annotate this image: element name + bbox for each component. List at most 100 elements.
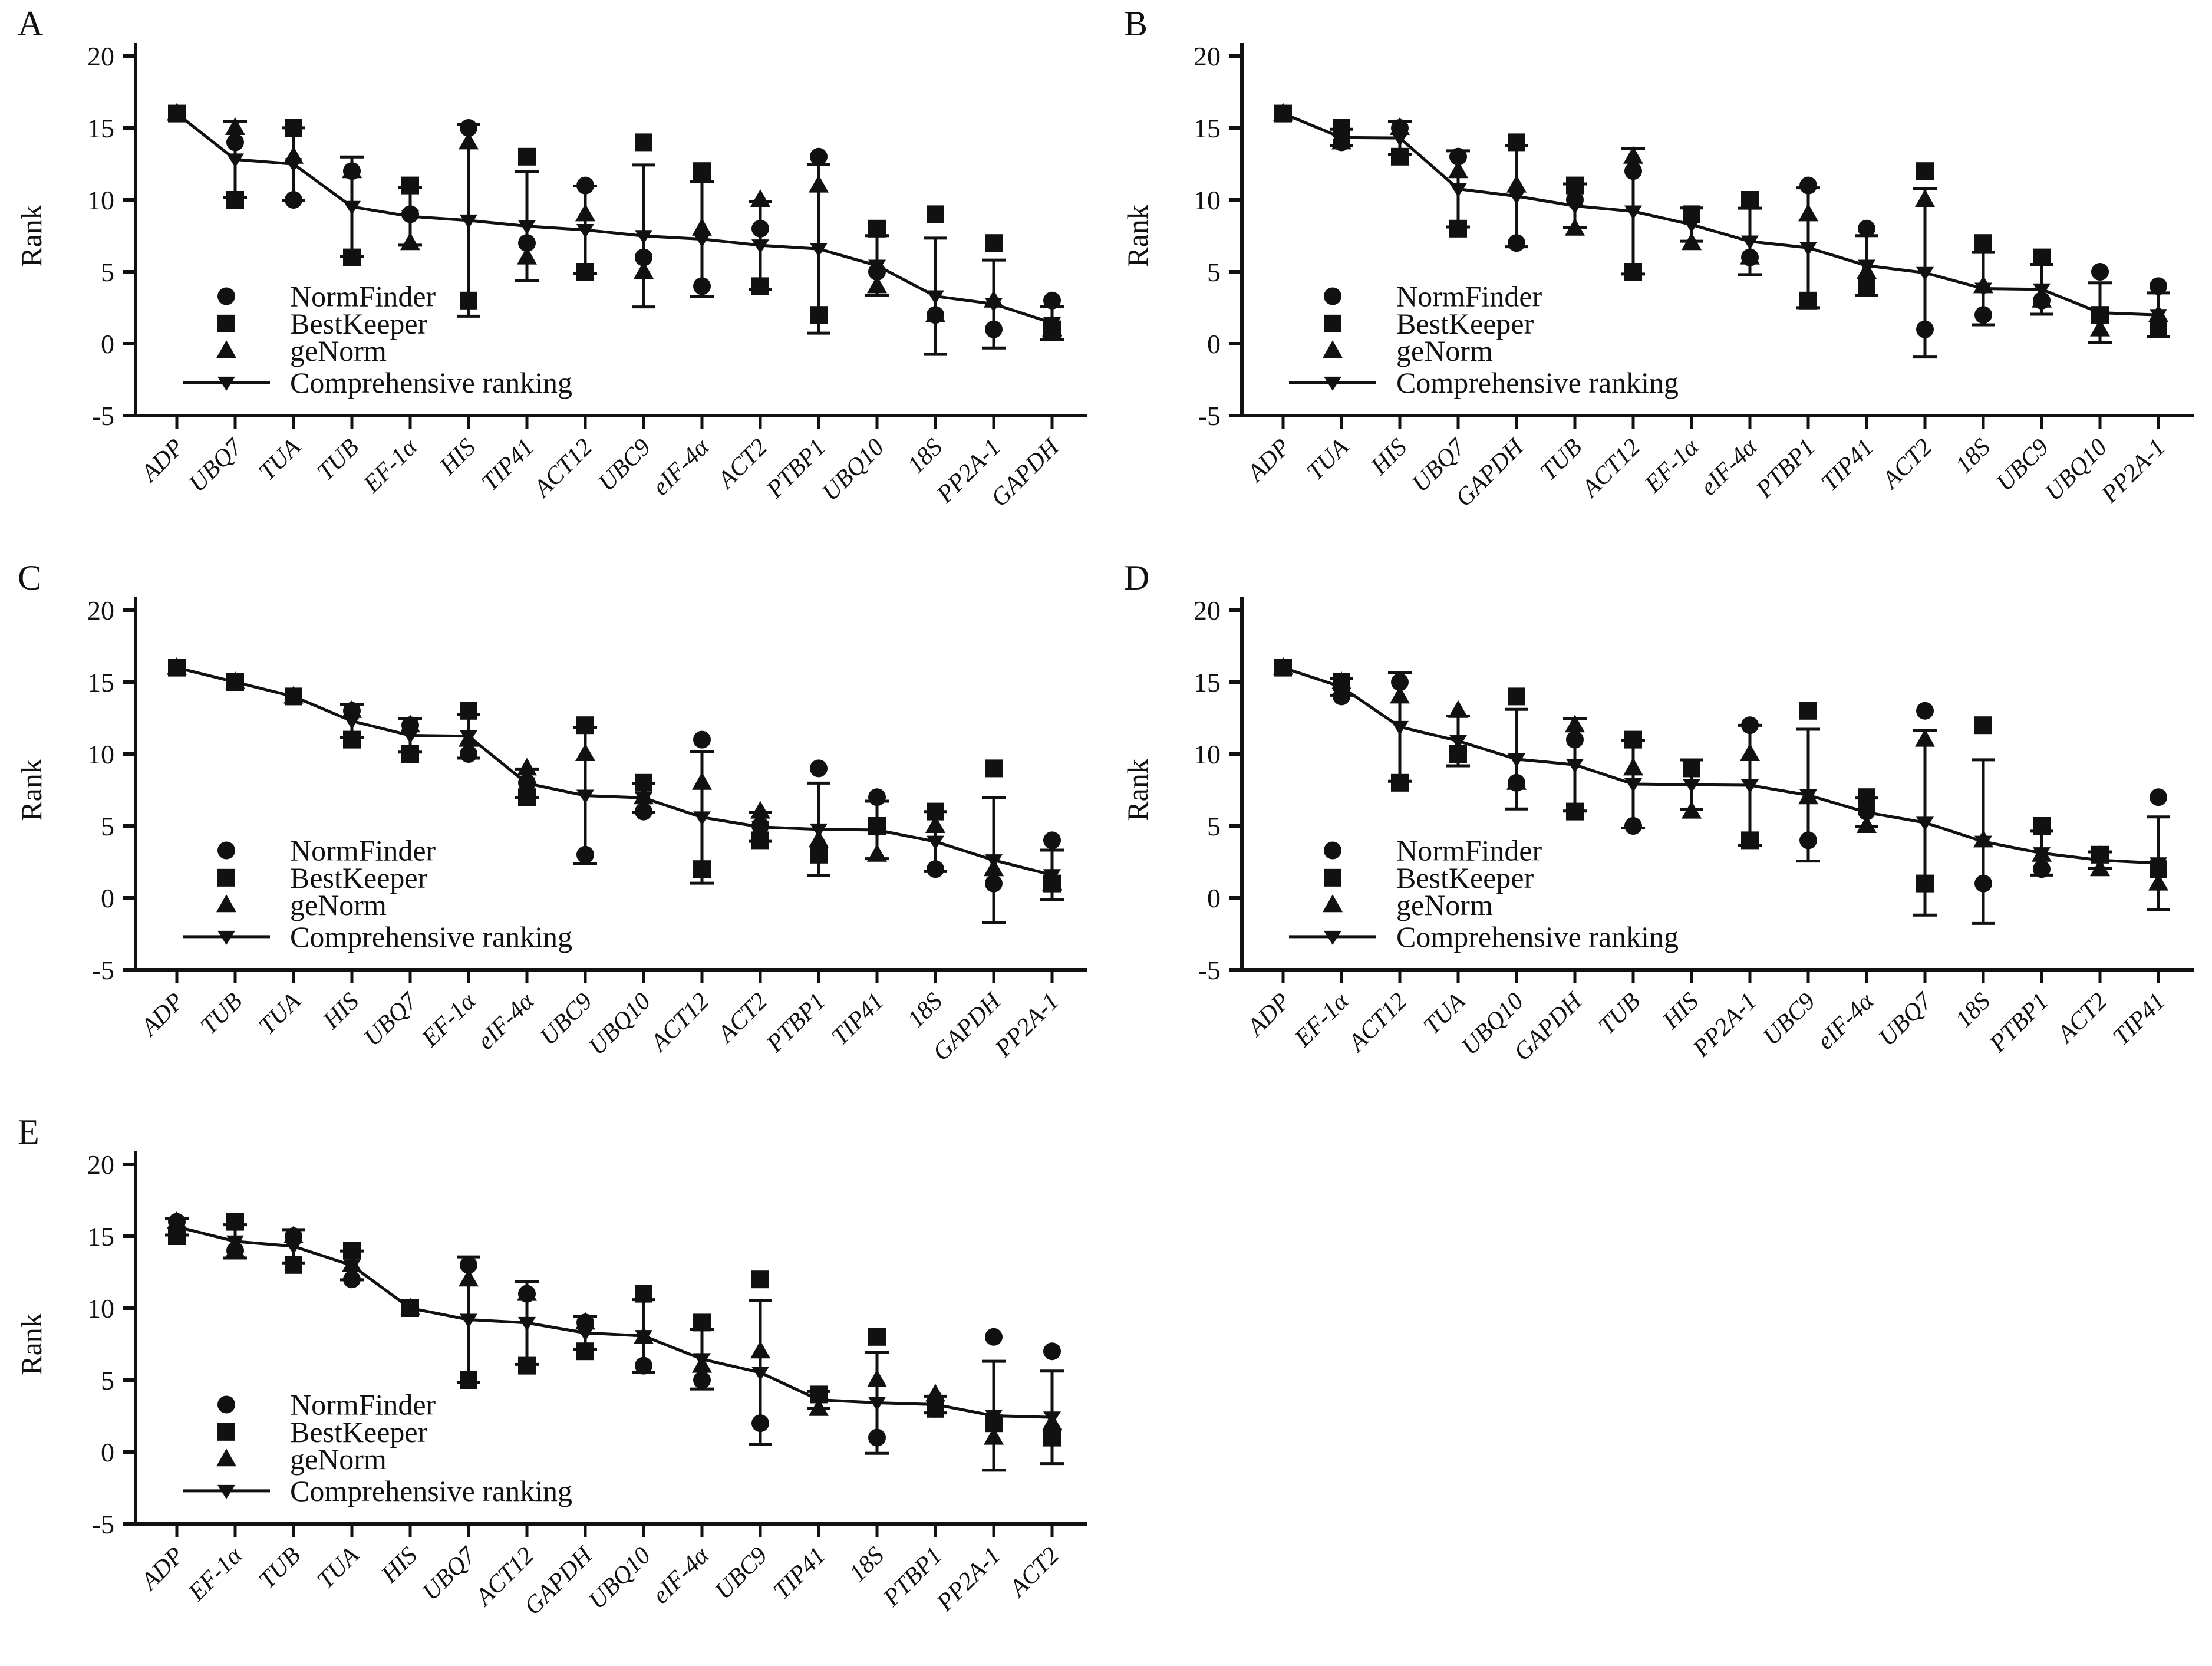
svg-text:PTBP1: PTBP1 bbox=[1984, 988, 2054, 1058]
svg-text:NormFinder: NormFinder bbox=[290, 279, 436, 312]
svg-text:PP2A-1: PP2A-1 bbox=[931, 1542, 1006, 1617]
svg-text:0: 0 bbox=[101, 883, 114, 913]
svg-text:TUA: TUA bbox=[253, 987, 306, 1040]
svg-text:20: 20 bbox=[1194, 41, 1221, 71]
svg-text:ACT2: ACT2 bbox=[1876, 434, 1937, 495]
svg-text:18S: 18S bbox=[902, 988, 948, 1033]
svg-text:10: 10 bbox=[87, 185, 114, 215]
panel-e-label: E bbox=[18, 1112, 39, 1151]
svg-text:Rank: Rank bbox=[1121, 759, 1154, 821]
svg-text:20: 20 bbox=[87, 595, 114, 625]
svg-text:EF-1α: EF-1α bbox=[1289, 987, 1354, 1053]
svg-text:UBQ10: UBQ10 bbox=[817, 434, 889, 506]
svg-text:UBC9: UBC9 bbox=[1758, 988, 1821, 1051]
panel-c-chart: 20 15 10 5 0 -5 Rank ADP TUB TUA HISUBQ7EF-1αeIF-4… bbox=[15, 595, 1087, 1066]
panel-a: A 20 15 10 5 0 -5 Rank ADP UBQ7 TUA TUB EF-1α HIS TIP… bbox=[0, 0, 1106, 554]
svg-text:ADP: ADP bbox=[135, 988, 189, 1042]
svg-text:NormFinder: NormFinder bbox=[290, 1388, 436, 1421]
svg-text:0: 0 bbox=[101, 1437, 114, 1467]
svg-text:BestKeeper: BestKeeper bbox=[290, 1415, 428, 1448]
svg-text:HIS: HIS bbox=[1366, 434, 1412, 480]
svg-text:PP2A-1: PP2A-1 bbox=[2096, 434, 2171, 509]
svg-text:TUB: TUB bbox=[312, 434, 364, 486]
svg-text:-5: -5 bbox=[92, 1509, 114, 1539]
svg-text:UBQ10: UBQ10 bbox=[2040, 434, 2112, 506]
svg-text:PP2A-1: PP2A-1 bbox=[990, 988, 1064, 1063]
svg-text:PTBP1: PTBP1 bbox=[761, 434, 831, 504]
svg-text:PTBP1: PTBP1 bbox=[761, 988, 831, 1058]
svg-text:TIP41: TIP41 bbox=[2108, 988, 2171, 1051]
svg-text:UBQ7: UBQ7 bbox=[417, 1541, 482, 1606]
svg-text:TUA: TUA bbox=[1418, 987, 1471, 1040]
svg-text:10: 10 bbox=[1194, 739, 1221, 769]
svg-text:BestKeeper: BestKeeper bbox=[1396, 307, 1534, 340]
svg-text:TUA: TUA bbox=[1301, 433, 1354, 486]
svg-text:10: 10 bbox=[87, 739, 114, 769]
svg-text:Comprehensive ranking: Comprehensive ranking bbox=[290, 366, 572, 399]
svg-text:-5: -5 bbox=[92, 401, 114, 431]
svg-text:eIF-4α: eIF-4α bbox=[472, 987, 540, 1055]
svg-text:20: 20 bbox=[87, 1150, 114, 1180]
svg-text:TIP41: TIP41 bbox=[826, 988, 889, 1051]
svg-text:GAPDH: GAPDH bbox=[1509, 987, 1588, 1066]
svg-text:ACT12: ACT12 bbox=[644, 988, 714, 1058]
svg-text:15: 15 bbox=[87, 667, 114, 697]
svg-text:Rank: Rank bbox=[15, 205, 48, 267]
svg-text:ACT12: ACT12 bbox=[1342, 988, 1412, 1058]
svg-text:eIF-4α: eIF-4α bbox=[647, 1542, 715, 1609]
svg-text:eIF-4α: eIF-4α bbox=[1695, 433, 1763, 501]
svg-text:PP2A-1: PP2A-1 bbox=[1687, 988, 1762, 1063]
panel-a-label: A bbox=[18, 4, 44, 43]
svg-text:HIS: HIS bbox=[376, 1542, 423, 1589]
panel-d-label: D bbox=[1124, 558, 1150, 597]
svg-text:TUB: TUB bbox=[1535, 434, 1587, 486]
svg-text:GAPDH: GAPDH bbox=[928, 987, 1007, 1066]
svg-text:ADP: ADP bbox=[135, 1542, 189, 1596]
svg-text:Comprehensive ranking: Comprehensive ranking bbox=[1396, 366, 1679, 399]
svg-text:BestKeeper: BestKeeper bbox=[290, 307, 428, 340]
svg-text:EF-1α: EF-1α bbox=[358, 433, 423, 499]
panel-b: B 20 15 10 5 0 -5 Rank ADP TUA HIS UBQ7 GAPDH TUB ACT… bbox=[1106, 0, 2212, 554]
svg-text:NormFinder: NormFinder bbox=[1396, 279, 1542, 312]
svg-text:18S: 18S bbox=[902, 434, 948, 479]
svg-text:geNorm: geNorm bbox=[290, 1443, 387, 1476]
panel-b-label: B bbox=[1124, 4, 1148, 43]
svg-text:UBQ10: UBQ10 bbox=[584, 1542, 656, 1615]
svg-text:UBC9: UBC9 bbox=[593, 434, 656, 497]
svg-text:geNorm: geNorm bbox=[1396, 888, 1493, 921]
svg-text:NormFinder: NormFinder bbox=[290, 834, 436, 867]
svg-text:HIS: HIS bbox=[318, 988, 364, 1035]
svg-text:GAPDH: GAPDH bbox=[519, 1541, 599, 1621]
svg-text:15: 15 bbox=[1194, 667, 1221, 697]
svg-text:18S: 18S bbox=[1950, 434, 1996, 479]
panel-d: D 20 15 10 5 0 -5 Rank ADP EF-1α ACT12 TUA UBQ10 GAP… bbox=[1106, 554, 2212, 1108]
svg-text:TUB: TUB bbox=[253, 1542, 306, 1595]
svg-text:15: 15 bbox=[1194, 113, 1221, 143]
svg-text:ACT2: ACT2 bbox=[1003, 1542, 1064, 1604]
svg-text:Comprehensive ranking: Comprehensive ranking bbox=[290, 1474, 572, 1507]
svg-text:Comprehensive ranking: Comprehensive ranking bbox=[290, 920, 572, 953]
svg-text:Rank: Rank bbox=[15, 759, 48, 821]
svg-text:GAPDH: GAPDH bbox=[1451, 433, 1530, 512]
svg-text:15: 15 bbox=[87, 1221, 114, 1252]
svg-text:ACT12: ACT12 bbox=[1575, 434, 1646, 504]
svg-text:UBC9: UBC9 bbox=[710, 1542, 773, 1605]
svg-text:PTBP1: PTBP1 bbox=[1751, 434, 1821, 504]
svg-text:UBQ7: UBQ7 bbox=[359, 987, 424, 1052]
svg-text:TIP41: TIP41 bbox=[1816, 434, 1879, 497]
svg-text:TUB: TUB bbox=[1593, 988, 1646, 1041]
svg-text:-5: -5 bbox=[1198, 955, 1221, 985]
svg-text:TIP41: TIP41 bbox=[476, 434, 539, 497]
svg-text:5: 5 bbox=[1207, 811, 1221, 841]
svg-text:BestKeeper: BestKeeper bbox=[1396, 861, 1534, 894]
svg-text:ACT2: ACT2 bbox=[2051, 988, 2112, 1049]
svg-text:UBQ7: UBQ7 bbox=[184, 433, 249, 498]
svg-text:Rank: Rank bbox=[15, 1313, 48, 1375]
svg-text:UBQ7: UBQ7 bbox=[1874, 987, 1939, 1052]
svg-text:TUA: TUA bbox=[253, 433, 306, 486]
svg-text:GAPDH: GAPDH bbox=[986, 433, 1066, 512]
svg-text:ADP: ADP bbox=[1241, 434, 1295, 488]
